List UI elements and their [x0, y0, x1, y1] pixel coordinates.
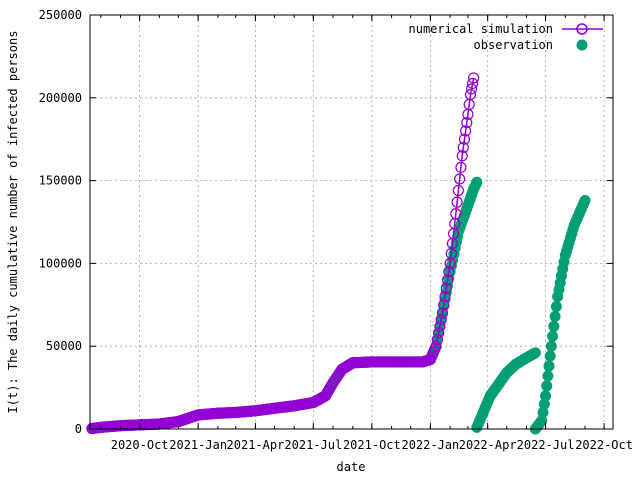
x-tick-label: 2022-Oct: [575, 438, 633, 452]
y-tick-label: 100000: [39, 256, 82, 270]
observation-point: [550, 300, 562, 312]
legend: numerical simulation observation: [409, 22, 603, 52]
x-tick-labels: 2020-Oct 2021-Jan 2021-Apr 2021-Jul 2021-Oct…: [111, 438, 633, 452]
legend-marker-simulation: [576, 23, 588, 35]
simulation-point: [433, 327, 445, 339]
legend-marker-observation: [576, 39, 588, 51]
legend-label-simulation: numerical simulation: [409, 22, 554, 36]
simulation-line: [91, 77, 475, 430]
observation-point: [536, 415, 548, 427]
simulation-point: [439, 290, 451, 303]
observation-point: [529, 347, 541, 359]
simulation-point: [458, 133, 471, 145]
simulation-point: [441, 274, 454, 286]
series-observation: [86, 176, 591, 435]
observation-point: [545, 340, 557, 352]
observation-point: [538, 398, 550, 410]
x-tick-label: 2021-Oct: [343, 438, 401, 452]
plot-series: [86, 72, 591, 435]
simulation-point: [436, 307, 449, 319]
x-tick-label: 2020-Oct: [111, 438, 169, 452]
simulation-point: [431, 333, 443, 346]
x-tick-label: 2022-Jan: [401, 438, 459, 452]
observation-point: [541, 380, 553, 392]
y-tick-label: 150000: [39, 174, 82, 188]
simulation-point: [457, 141, 469, 154]
x-tick-label: 2022-Jul: [517, 438, 575, 452]
simulation-point: [461, 117, 473, 129]
observation-point: [579, 194, 591, 206]
simulation-point: [454, 173, 466, 185]
x-tick-label: 2021-Jan: [169, 438, 227, 452]
simulation-point: [468, 72, 480, 84]
observation-point: [547, 330, 559, 342]
simulation-point: [456, 150, 468, 162]
series-numerical-simulation: [86, 72, 480, 435]
observation-point: [544, 350, 556, 362]
simulation-point: [460, 125, 472, 137]
y-tick-label: 200000: [39, 91, 82, 105]
simulation-point: [435, 314, 447, 326]
observation-point: [537, 406, 549, 418]
simulation-point: [451, 196, 463, 208]
x-tick-label: 2022-Apr: [459, 438, 517, 452]
observation-point: [548, 320, 560, 332]
simulation-point: [464, 88, 477, 101]
y-axis-label: I(t): The daily cumulative number of inf…: [6, 31, 20, 414]
simulation-point: [465, 83, 478, 95]
plot-frame: [89, 14, 614, 430]
simulation-point: [430, 340, 442, 352]
observation-point: [549, 310, 561, 322]
axis-ticks: [90, 14, 613, 430]
x-axis-label: date: [337, 460, 366, 474]
simulation-point: [443, 266, 455, 278]
grid: [90, 15, 613, 429]
simulation-point: [467, 77, 479, 90]
y-tick-label: 50000: [46, 339, 82, 353]
y-tick-label: 250000: [39, 8, 82, 22]
x-tick-label: 2021-Apr: [227, 438, 285, 452]
simulation-point: [434, 320, 446, 332]
simulation-point: [455, 161, 467, 173]
x-tick-label: 2021-Jul: [284, 438, 342, 452]
legend-label-observation: observation: [474, 38, 553, 52]
observation-point: [471, 176, 483, 188]
observation-point: [540, 390, 552, 402]
simulation-point: [440, 282, 452, 294]
y-tick-label: 0: [75, 422, 82, 436]
simulation-point: [450, 208, 462, 220]
y-tick-labels: 0 50000 100000 150000 200000 250000: [39, 8, 82, 436]
observation-point: [542, 370, 554, 382]
simulation-point: [452, 184, 464, 197]
simulation-point: [438, 299, 450, 311]
observation-point: [543, 360, 555, 372]
